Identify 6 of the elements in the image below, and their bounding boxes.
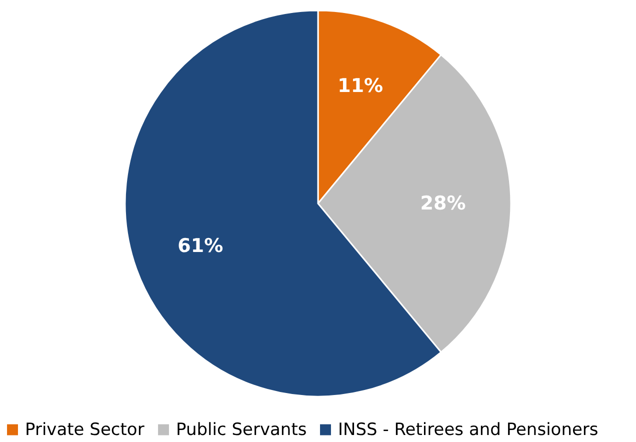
data-label: 28%: [420, 192, 466, 214]
data-label: 61%: [178, 234, 224, 257]
data-label: 11%: [338, 74, 384, 97]
legend-label: INSS - Retirees and Pensioners: [338, 420, 598, 440]
legend-label: Public Servants: [176, 420, 307, 440]
legend-label: Private Sector: [25, 420, 144, 440]
